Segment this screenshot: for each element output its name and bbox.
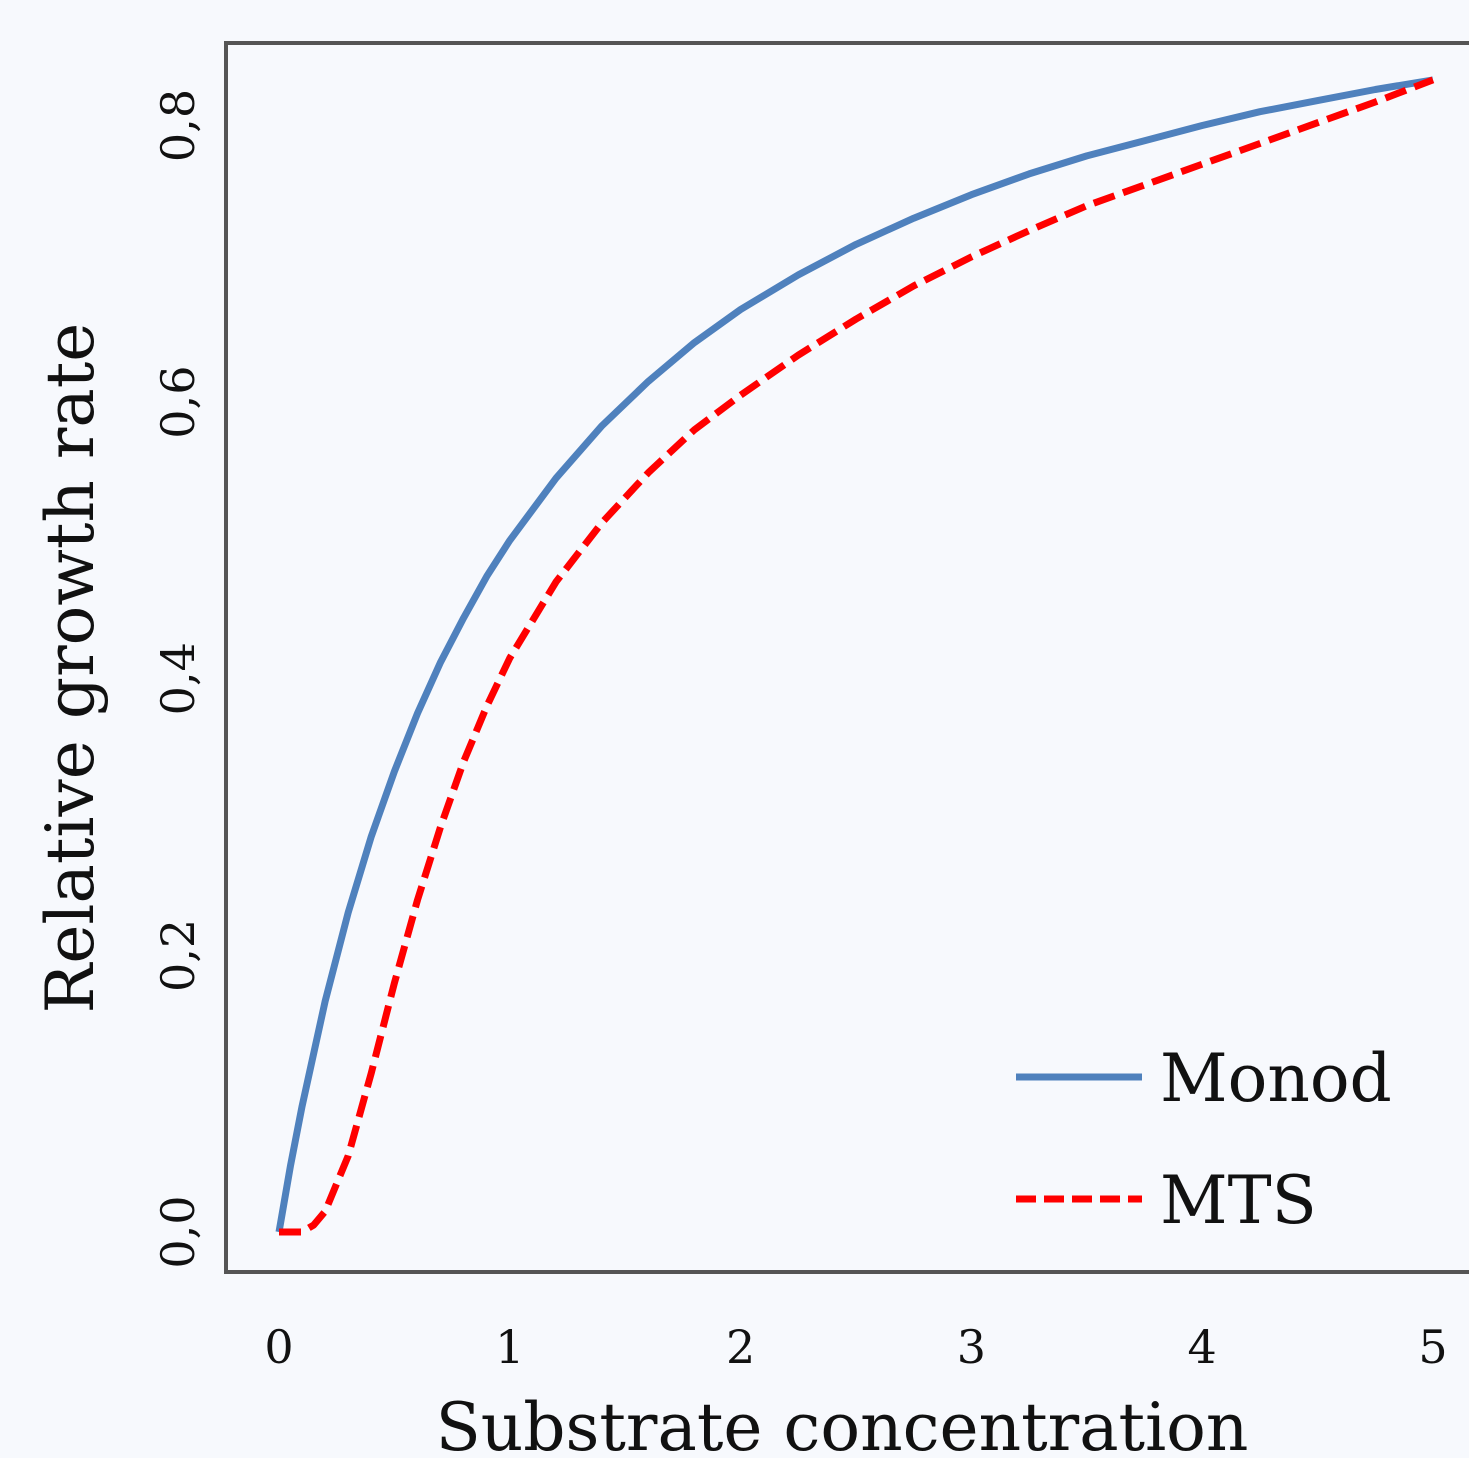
legend: Monod MTS [1016,1040,1392,1239]
legend-label-monod: Monod [1160,1040,1392,1117]
y-axis-title: Relative growth rate [32,323,109,1014]
y-tick-label: 0,4 [151,642,205,715]
x-tick-label: 2 [726,1320,755,1374]
x-tick-label: 5 [1418,1320,1447,1374]
x-tick-labels: 0 1 2 3 4 5 [264,1320,1447,1374]
y-tick-label: 0,2 [151,919,205,992]
y-tick-label: 0,6 [151,366,205,439]
axis-frame [224,41,1469,1274]
x-tick-label: 4 [1188,1320,1217,1374]
x-axis-title: Substrate concentration [436,1389,1249,1458]
y-tick-labels: 0,0 0,2 0,4 0,6 0,8 [151,89,205,1269]
series-line-monod [275,76,1434,1233]
y-tick-label: 0,8 [151,89,205,162]
plot-area [224,41,1469,1274]
x-tick-label: 3 [957,1320,986,1374]
x-tick-label: 0 [264,1320,293,1374]
series-line-mts [279,76,1435,1236]
legend-label-mts: MTS [1160,1162,1317,1239]
y-tick-label: 0,0 [151,1195,205,1268]
x-tick-label: 1 [495,1320,524,1374]
series-layer [275,76,1435,1236]
